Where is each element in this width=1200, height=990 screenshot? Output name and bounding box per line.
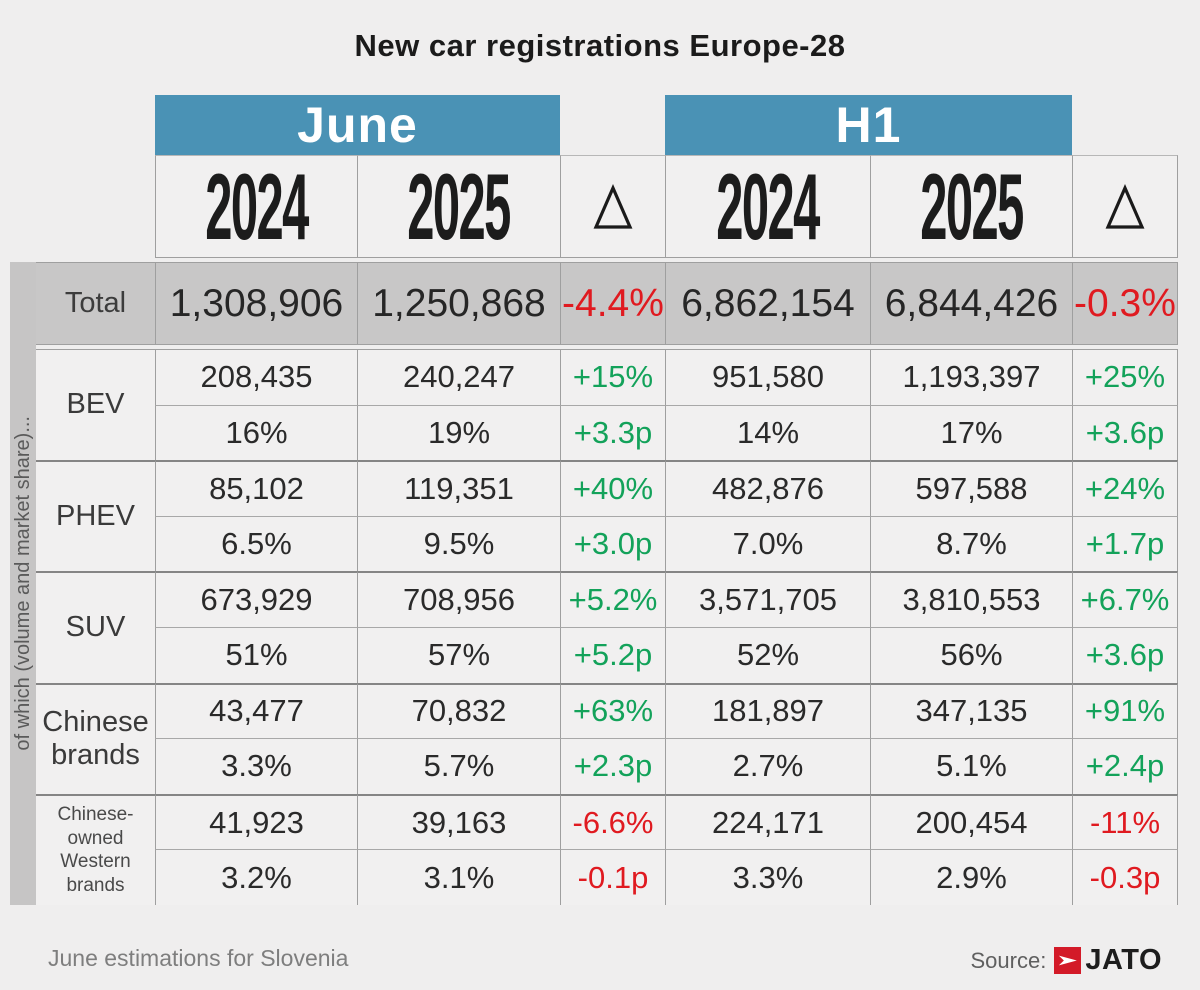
phev-volume-h1-2024: 482,876 xyxy=(665,460,870,516)
chinese-share-june-delta: +2.3p xyxy=(560,738,665,794)
suv-share-june-2024: 51% xyxy=(155,626,357,683)
h1-band-header: H1 xyxy=(665,95,1072,155)
cow-volume-june-2024: 41,923 xyxy=(155,793,357,850)
chinese-volume-june-2024: 43,477 xyxy=(155,682,357,739)
bev-share-h1-2024: 14% xyxy=(665,404,870,461)
chinese-share-h1-2025: 5.1% xyxy=(870,738,1072,794)
suv-volume-h1-2024: 3,571,705 xyxy=(665,571,870,627)
phev-volume-h1-delta: +24% xyxy=(1072,460,1178,516)
delta-triangle-icon xyxy=(593,183,633,229)
chinese-share-june-2024: 3.3% xyxy=(155,738,357,794)
source-label: Source: xyxy=(970,947,1047,973)
source-attribution: Source: JATO xyxy=(971,944,1163,977)
bev-volume-june-delta: +15% xyxy=(560,349,665,405)
registrations-table: June H1 2024 2025 2024 2025 of which (vo… xyxy=(10,95,1178,905)
cow-volume-h1-delta: -11% xyxy=(1072,793,1178,850)
cow-share-h1-2025: 2.9% xyxy=(870,849,1072,905)
bev-volume-h1-2025: 1,193,397 xyxy=(870,349,1072,405)
total-june-2025: 1,250,868 xyxy=(357,262,560,345)
jato-logo-icon xyxy=(1054,947,1082,974)
cow-share-june-delta: -0.1p xyxy=(560,849,665,905)
suv-volume-june-2025: 708,956 xyxy=(357,571,560,627)
arrow-icon xyxy=(1058,955,1077,966)
june-2025-header: 2025 xyxy=(357,155,560,258)
cow-volume-h1-2025: 200,454 xyxy=(870,793,1072,850)
june-delta-header xyxy=(560,155,665,258)
suv-volume-june-delta: +5.2% xyxy=(560,571,665,627)
phev-share-june-2025: 9.5% xyxy=(357,515,560,572)
delta-triangle-icon xyxy=(1105,183,1145,229)
bev-share-h1-delta: +3.6p xyxy=(1072,404,1178,461)
suv-share-june-2025: 57% xyxy=(357,626,560,683)
phev-share-june-delta: +3.0p xyxy=(560,515,665,572)
chinese-share-june-2025: 5.7% xyxy=(357,738,560,794)
chinese-volume-h1-2025: 347,135 xyxy=(870,682,1072,739)
row-label-chinese-owned-western: Chinese-owned Western brands xyxy=(36,793,155,905)
cow-volume-june-2025: 39,163 xyxy=(357,793,560,850)
bev-share-h1-2025: 17% xyxy=(870,404,1072,461)
cow-volume-june-delta: -6.6% xyxy=(560,793,665,850)
h1-2024-header: 2024 xyxy=(665,155,870,258)
cow-share-h1-delta: -0.3p xyxy=(1072,849,1178,905)
cow-share-h1-2024: 3.3% xyxy=(665,849,870,905)
suv-share-h1-delta: +3.6p xyxy=(1072,626,1178,683)
phev-share-h1-2025: 8.7% xyxy=(870,515,1072,572)
sidebar-note-text: of which (volume and market share)... xyxy=(11,416,34,751)
cow-share-june-2025: 3.1% xyxy=(357,849,560,905)
total-june-2024: 1,308,906 xyxy=(155,262,357,345)
phev-share-h1-delta: +1.7p xyxy=(1072,515,1178,572)
june-band-header: June xyxy=(155,95,560,155)
cow-volume-h1-2024: 224,171 xyxy=(665,793,870,850)
jato-logo: JATO xyxy=(1054,944,1162,977)
suv-share-june-delta: +5.2p xyxy=(560,626,665,683)
h1-delta-header xyxy=(1072,155,1178,258)
phev-volume-h1-2025: 597,588 xyxy=(870,460,1072,516)
june-2024-header: 2024 xyxy=(155,155,357,258)
bev-share-june-2024: 16% xyxy=(155,404,357,461)
bev-volume-june-2025: 240,247 xyxy=(357,349,560,405)
total-h1-2024: 6,862,154 xyxy=(665,262,870,345)
page-title: New car registrations Europe-28 xyxy=(354,28,846,63)
h1-2025-header: 2025 xyxy=(870,155,1072,258)
cow-share-june-2024: 3.2% xyxy=(155,849,357,905)
chinese-volume-h1-2024: 181,897 xyxy=(665,682,870,739)
phev-volume-june-2024: 85,102 xyxy=(155,460,357,516)
suv-volume-june-2024: 673,929 xyxy=(155,571,357,627)
bev-volume-h1-2024: 951,580 xyxy=(665,349,870,405)
row-label-bev: BEV xyxy=(36,349,155,461)
row-label-phev: PHEV xyxy=(36,460,155,572)
chinese-share-h1-2024: 2.7% xyxy=(665,738,870,794)
phev-volume-june-2025: 119,351 xyxy=(357,460,560,516)
suv-volume-h1-delta: +6.7% xyxy=(1072,571,1178,627)
row-label-chinese-brands: Chinese brands xyxy=(36,682,155,794)
suv-share-h1-2024: 52% xyxy=(665,626,870,683)
chinese-volume-june-delta: +63% xyxy=(560,682,665,739)
row-label-total: Total xyxy=(36,262,155,345)
chinese-share-h1-delta: +2.4p xyxy=(1072,738,1178,794)
total-june-delta: -4.4% xyxy=(560,262,665,345)
bev-volume-h1-delta: +25% xyxy=(1072,349,1178,405)
bev-volume-june-2024: 208,435 xyxy=(155,349,357,405)
chinese-volume-h1-delta: +91% xyxy=(1072,682,1178,739)
footnote: June estimations for Slovenia xyxy=(48,945,349,971)
total-h1-delta: -0.3% xyxy=(1072,262,1178,345)
bev-share-june-2025: 19% xyxy=(357,404,560,461)
suv-share-h1-2025: 56% xyxy=(870,626,1072,683)
row-label-suv: SUV xyxy=(36,571,155,683)
suv-volume-h1-2025: 3,810,553 xyxy=(870,571,1072,627)
bev-share-june-delta: +3.3p xyxy=(560,404,665,461)
phev-share-june-2024: 6.5% xyxy=(155,515,357,572)
phev-share-h1-2024: 7.0% xyxy=(665,515,870,572)
sidebar-note-strip: of which (volume and market share)... xyxy=(10,262,36,905)
phev-volume-june-delta: +40% xyxy=(560,460,665,516)
total-h1-2025: 6,844,426 xyxy=(870,262,1072,345)
jato-logo-text: JATO xyxy=(1085,944,1162,976)
chinese-volume-june-2025: 70,832 xyxy=(357,682,560,739)
